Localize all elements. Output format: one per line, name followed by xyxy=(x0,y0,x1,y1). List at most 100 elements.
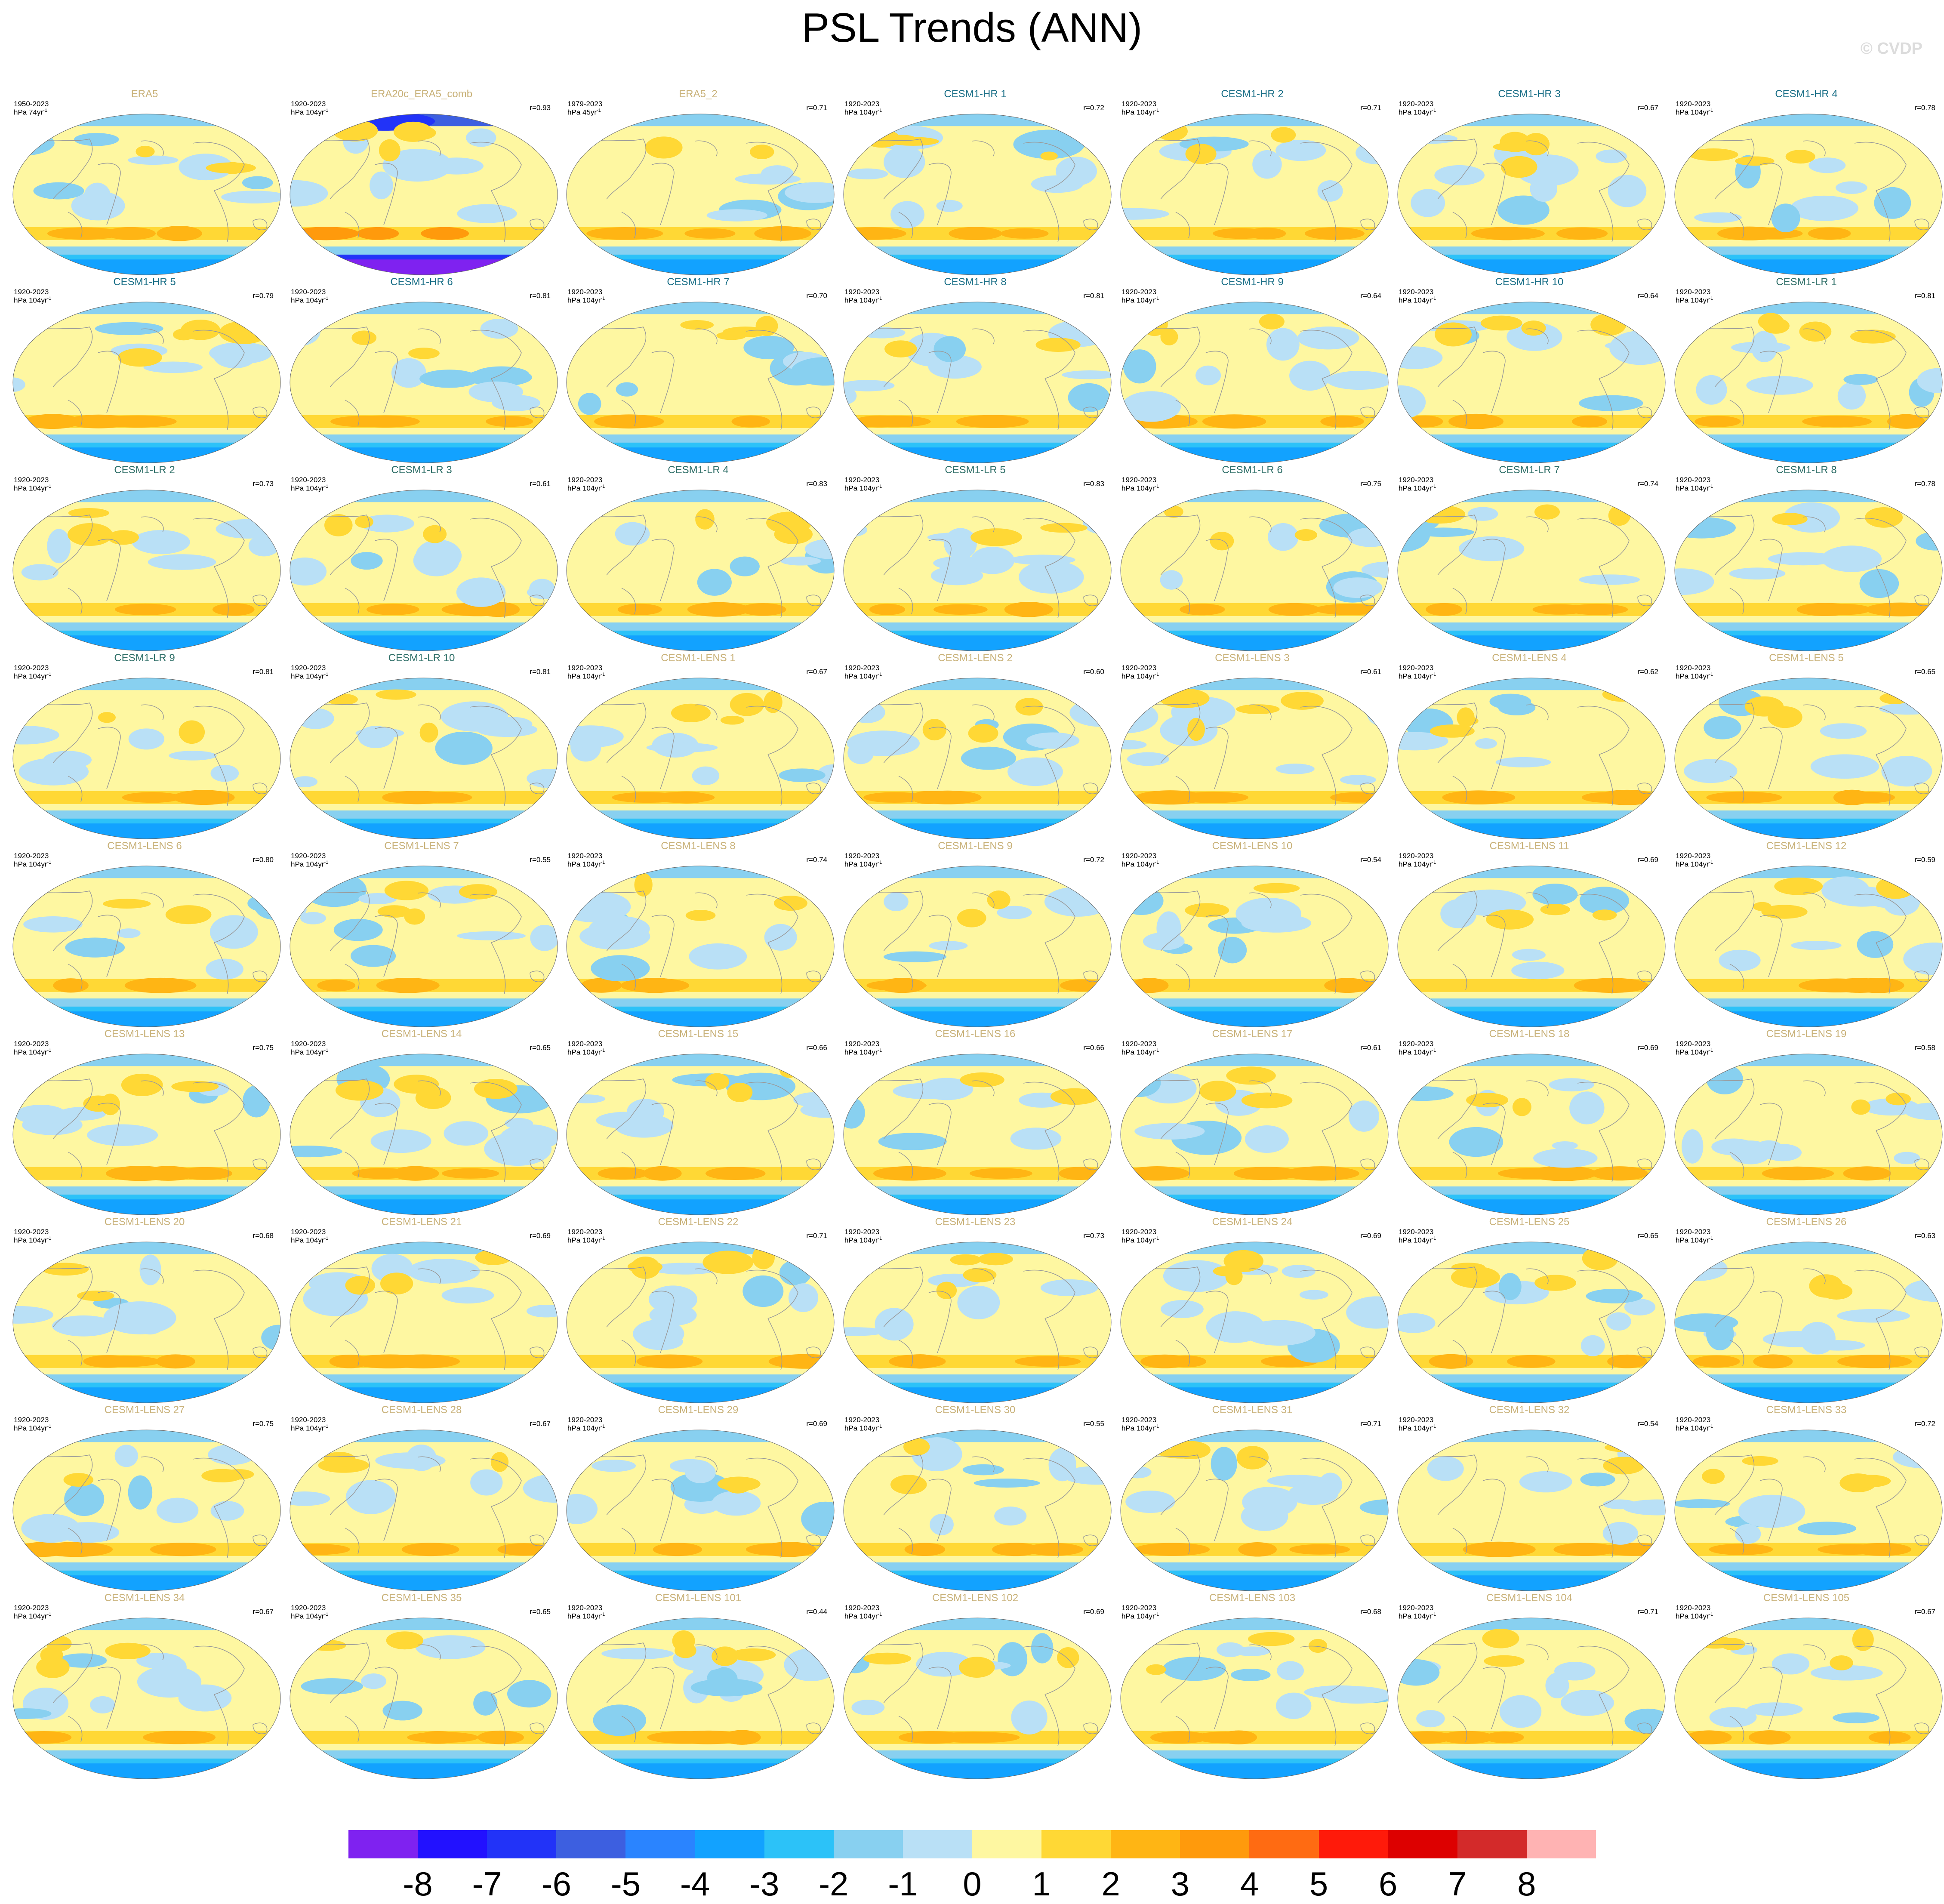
map-panel: CESM1-LENS 2 1920-2023 hPa 104yr-1 r=0.60 xyxy=(837,652,1114,840)
panel-title: CESM1-HR 5 xyxy=(113,276,176,288)
panel-units: hPa 104yr-1 xyxy=(844,1048,882,1057)
map-panel: CESM1-HR 4 1920-2023 hPa 104yr-1 r=0.78 xyxy=(1668,88,1944,276)
colorbar-segment xyxy=(556,1830,626,1858)
panel-title: CESM1-LENS 4 xyxy=(1492,652,1567,664)
panel-correlation: r=0.71 xyxy=(806,104,827,112)
colorbar-segment xyxy=(903,1830,972,1858)
panel-title: CESM1-LENS 10 xyxy=(1212,840,1293,852)
panel-period: 1920-2023 xyxy=(1676,1416,1711,1424)
trend-map xyxy=(12,302,281,463)
panel-correlation: r=0.71 xyxy=(806,1232,827,1240)
panel-title: CESM1-LENS 17 xyxy=(1212,1028,1293,1040)
panel-title: CESM1-LR 8 xyxy=(1776,464,1837,476)
colorbar-segment xyxy=(1249,1830,1319,1858)
map-panel: CESM1-HR 9 1920-2023 hPa 104yr-1 r=0.64 xyxy=(1114,276,1391,464)
panel-period: 1920-2023 xyxy=(291,1040,326,1048)
panel-correlation: r=0.81 xyxy=(1083,292,1104,300)
trend-map xyxy=(1674,1054,1943,1215)
panel-correlation: r=0.72 xyxy=(1083,104,1104,112)
panel-title: CESM1-LENS 20 xyxy=(104,1216,185,1228)
trend-map xyxy=(1674,114,1943,275)
panel-units: hPa 104yr-1 xyxy=(291,296,329,305)
panel-period: 1920-2023 xyxy=(14,476,49,484)
panel-title: CESM1-LENS 29 xyxy=(658,1404,739,1416)
panel-title: CESM1-LR 5 xyxy=(945,464,1006,476)
panel-units: hPa 104yr-1 xyxy=(1399,108,1436,117)
panel-correlation: r=0.62 xyxy=(1637,668,1658,676)
map-panel: CESM1-LENS 15 1920-2023 hPa 104yr-1 r=0.66 xyxy=(560,1028,837,1216)
panel-title: CESM1-HR 7 xyxy=(667,276,730,288)
panel-title: CESM1-LENS 102 xyxy=(932,1592,1019,1604)
panel-title: CESM1-LR 6 xyxy=(1222,464,1283,476)
map-panel: CESM1-LENS 31 1920-2023 hPa 104yr-1 r=0.71 xyxy=(1114,1404,1391,1592)
map-panel: CESM1-LENS 17 1920-2023 hPa 104yr-1 r=0.61 xyxy=(1114,1028,1391,1216)
map-panel: CESM1-HR 5 1920-2023 hPa 104yr-1 r=0.79 xyxy=(6,276,283,464)
panel-title: CESM1-LENS 5 xyxy=(1769,652,1844,664)
panel-correlation: r=0.68 xyxy=(1360,1608,1381,1616)
panel-units: hPa 104yr-1 xyxy=(567,1236,605,1245)
trend-map xyxy=(1397,678,1666,839)
trend-map xyxy=(1120,1430,1389,1591)
panel-period: 1920-2023 xyxy=(1399,1416,1434,1424)
trend-map xyxy=(1397,1617,1666,1779)
panel-correlation: r=0.75 xyxy=(1360,480,1381,488)
panel-period: 1920-2023 xyxy=(291,1416,326,1424)
panel-correlation: r=0.69 xyxy=(530,1232,551,1240)
map-panel: CESM1-LENS 35 1920-2023 hPa 104yr-1 r=0.65 xyxy=(283,1592,560,1780)
panel-correlation: r=0.69 xyxy=(1637,856,1658,864)
panel-correlation: r=0.66 xyxy=(1083,1044,1104,1052)
panel-period: 1920-2023 xyxy=(1676,1228,1711,1236)
trend-map xyxy=(1397,866,1666,1027)
panel-period: 1920-2023 xyxy=(567,1040,603,1048)
trend-map xyxy=(566,1430,835,1591)
trend-map xyxy=(290,1054,558,1215)
panel-title: CESM1-LENS 28 xyxy=(381,1404,462,1416)
trend-map xyxy=(1120,1054,1389,1215)
panel-title: CESM1-LENS 8 xyxy=(661,840,736,852)
cvdp-credit: © CVDP xyxy=(1860,40,1922,58)
panel-units: hPa 104yr-1 xyxy=(1399,296,1436,305)
panel-correlation: r=0.74 xyxy=(1637,480,1658,488)
panel-units: hPa 104yr-1 xyxy=(291,1424,329,1433)
panel-correlation: r=0.78 xyxy=(1914,104,1935,112)
panel-units: hPa 104yr-1 xyxy=(1121,1236,1159,1245)
colorbar-tick-label: 7 xyxy=(1448,1865,1467,1903)
map-panel: CESM1-LENS 101 1920-2023 hPa 104yr-1 r=0.44 xyxy=(560,1592,837,1780)
panel-period: 1920-2023 xyxy=(1121,1416,1157,1424)
panel-units: hPa 104yr-1 xyxy=(291,1236,329,1245)
panel-title: CESM1-LENS 16 xyxy=(935,1028,1016,1040)
panel-correlation: r=0.65 xyxy=(1914,668,1935,676)
panel-units: hPa 104yr-1 xyxy=(844,296,882,305)
trend-map xyxy=(566,678,835,839)
map-panel: CESM1-HR 3 1920-2023 hPa 104yr-1 r=0.67 xyxy=(1391,88,1668,276)
trend-map xyxy=(843,114,1112,275)
panel-period: 1920-2023 xyxy=(844,1228,880,1236)
panel-title: CESM1-HR 9 xyxy=(1221,276,1284,288)
panel-correlation: r=0.61 xyxy=(1360,668,1381,676)
panel-correlation: r=0.61 xyxy=(530,480,551,488)
panel-period: 1920-2023 xyxy=(1676,288,1711,296)
panel-title: CESM1-LENS 3 xyxy=(1215,652,1290,664)
panel-period: 1920-2023 xyxy=(14,1604,49,1612)
panel-period: 1920-2023 xyxy=(1399,664,1434,672)
panel-correlation: r=0.63 xyxy=(1914,1232,1935,1240)
panel-units: hPa 104yr-1 xyxy=(1121,108,1159,117)
panel-period: 1920-2023 xyxy=(14,852,49,860)
panel-period: 1920-2023 xyxy=(1676,852,1711,860)
trend-map xyxy=(843,1054,1112,1215)
panel-title: ERA5_2 xyxy=(679,88,718,100)
panel-period: 1920-2023 xyxy=(567,852,603,860)
panel-title: CESM1-HR 6 xyxy=(390,276,453,288)
map-panel: CESM1-LENS 11 1920-2023 hPa 104yr-1 r=0.69 xyxy=(1391,840,1668,1028)
panel-correlation: r=0.83 xyxy=(806,480,827,488)
panel-period: 1920-2023 xyxy=(844,100,880,108)
trend-map xyxy=(1674,1430,1943,1591)
panel-units: hPa 104yr-1 xyxy=(844,860,882,869)
colorbar-tick-label: -7 xyxy=(472,1865,502,1903)
map-panel: CESM1-LENS 33 1920-2023 hPa 104yr-1 r=0.72 xyxy=(1668,1404,1944,1592)
colorbar-tick-label: 8 xyxy=(1517,1865,1536,1903)
panel-correlation: r=0.79 xyxy=(253,292,274,300)
map-panel: CESM1-HR 7 1920-2023 hPa 104yr-1 r=0.70 xyxy=(560,276,837,464)
panel-units: hPa 104yr-1 xyxy=(14,484,52,493)
panel-title: CESM1-LR 2 xyxy=(114,464,175,476)
